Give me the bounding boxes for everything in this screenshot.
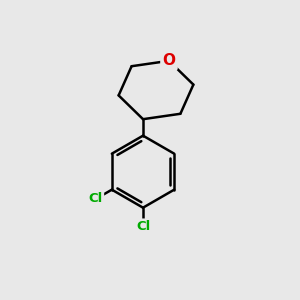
- Text: Cl: Cl: [88, 193, 103, 206]
- Text: O: O: [163, 53, 176, 68]
- Text: Cl: Cl: [136, 220, 150, 233]
